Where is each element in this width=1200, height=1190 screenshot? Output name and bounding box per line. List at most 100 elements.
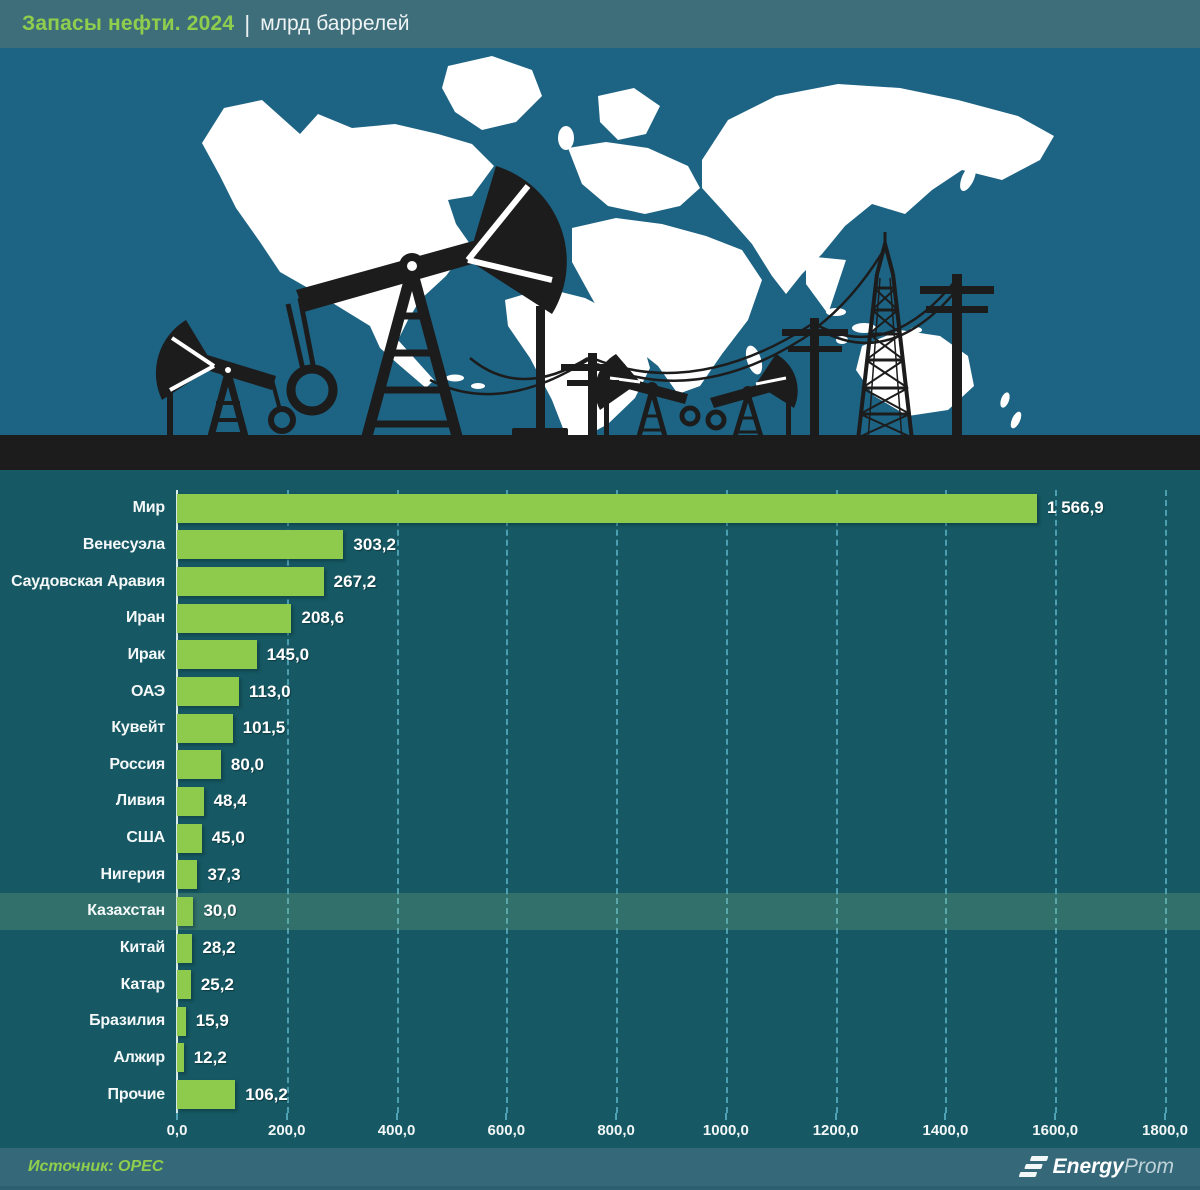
value-label: 15,9 [195, 1011, 229, 1031]
world-map-icon [202, 56, 1054, 436]
gridline [616, 490, 619, 1113]
value-label: 45,0 [211, 828, 245, 848]
category-label: Мир [132, 499, 166, 517]
value-label: 267,2 [333, 571, 377, 591]
category-label: Катар [120, 975, 166, 993]
bar [177, 896, 194, 926]
axis-tick [724, 1113, 727, 1120]
value-label: 106,2 [245, 1084, 288, 1104]
category-label: ОАЭ [131, 682, 165, 700]
gridline [396, 490, 399, 1113]
chart-row: Иран 208,6 [0, 600, 1200, 637]
bar [177, 640, 257, 670]
bar [177, 493, 1038, 523]
bar [177, 970, 191, 1000]
axis-tick [285, 1113, 288, 1120]
axis-tick [1054, 1113, 1057, 1120]
axis-tick [834, 1113, 837, 1120]
category-label: Прочие [107, 1085, 166, 1103]
axis-tick-label: 0,0 [166, 1122, 188, 1139]
axis-tick-label: 1800,0 [1142, 1122, 1188, 1139]
title-separator: | [244, 10, 251, 37]
bar [177, 603, 292, 633]
axis-tick-label: 1200,0 [812, 1122, 859, 1139]
value-label: 30,0 [203, 901, 237, 921]
bar-rows: Мир 1 566,9 Венесуэла 303,2 Саудовская Арави… [0, 490, 1200, 1113]
value-label: 80,0 [230, 754, 264, 774]
bar [177, 567, 324, 597]
gridlines-layer [0, 470, 1200, 1148]
power-line-pole-icon [561, 274, 994, 440]
bar-track: 267,2 [177, 563, 1200, 600]
axis-tick-label: 400,0 [377, 1122, 416, 1139]
logo-text-light: Prom [1123, 1155, 1174, 1178]
chart-row: Китай 28,2 [0, 930, 1200, 967]
footer-bar: Источник: OPEC EnergyProm [0, 1148, 1200, 1190]
page-subtitle: млрд баррелей [260, 12, 410, 35]
illustration-banner [0, 48, 1200, 470]
transmission-tower-icon [856, 232, 914, 441]
ground-strip [0, 435, 1200, 470]
gridline [945, 490, 948, 1113]
energyprom-logo-icon [1018, 1155, 1049, 1178]
chart-row: Ирак 145,0 [0, 637, 1200, 674]
gridline [725, 490, 728, 1113]
bar [177, 677, 240, 707]
oil-pumpjack-mid2-icon [705, 354, 798, 446]
bar-track: 28,2 [177, 930, 1200, 967]
gridline [1165, 490, 1167, 1113]
bar [177, 860, 198, 890]
energyprom-logo-text: EnergyProm [1053, 1155, 1174, 1179]
bar [177, 933, 193, 963]
category-label: Бразилия [89, 1012, 165, 1030]
value-label: 1 566,9 [1047, 498, 1104, 518]
value-label: 303,2 [353, 534, 396, 554]
category-label: Нигерия [100, 865, 166, 883]
page-title: Запасы нефти. 2024 [22, 12, 235, 35]
category-label: Иран [125, 609, 165, 627]
axis-tick-label: 200,0 [267, 1122, 306, 1139]
category-label: США [126, 829, 165, 847]
chart-row: Венесуэла 303,2 [0, 527, 1200, 564]
bar-track: 113,0 [177, 673, 1200, 710]
category-label: Венесуэла [82, 535, 165, 553]
category-label: Ливия [115, 792, 165, 810]
value-label: 101,5 [242, 718, 286, 738]
value-label: 145,0 [266, 644, 310, 664]
axis-tick-label: 600,0 [487, 1122, 526, 1139]
axis-tick-label: 1400,0 [922, 1122, 969, 1139]
axis-tick-label: 800,0 [597, 1122, 635, 1139]
value-label: 25,2 [200, 974, 234, 994]
axis-tick [395, 1113, 398, 1120]
category-label: Казахстан [87, 902, 165, 920]
chart-row: Кувейт 101,5 [0, 710, 1200, 747]
category-label: Саудовская Аравия [11, 572, 165, 590]
bar [177, 750, 221, 780]
bar-chart: Мир 1 566,9 Венесуэла 303,2 Саудовская Арави… [0, 470, 1200, 1148]
gridline [1055, 490, 1058, 1113]
bar-track: 101,5 [177, 710, 1200, 747]
bar [177, 823, 202, 853]
value-label: 48,4 [213, 791, 247, 811]
axis-tick-label: 1000,0 [702, 1122, 749, 1139]
axis-tick [944, 1113, 947, 1120]
illustration-svg [0, 56, 1200, 470]
bar [177, 530, 344, 560]
bar-track: 303,2 [177, 527, 1200, 564]
bar-track: 15,9 [177, 1003, 1200, 1040]
value-label: 37,3 [207, 864, 241, 884]
bar-track: 30,0 [177, 893, 1200, 930]
chart-row: ОАЭ 113,0 [0, 673, 1200, 710]
bar-track: 1 566,9 [177, 490, 1200, 527]
value-label: 12,2 [193, 1047, 227, 1067]
bar [177, 786, 204, 816]
bar-track: 45,0 [177, 820, 1200, 857]
category-label: Кувейт [111, 719, 165, 737]
bar [177, 1043, 184, 1073]
axis-tick [615, 1113, 618, 1120]
value-label: 28,2 [202, 938, 236, 957]
value-label: 208,6 [301, 608, 345, 628]
category-label: Китай [119, 939, 165, 956]
gridline [506, 490, 509, 1113]
bar [177, 1006, 186, 1036]
